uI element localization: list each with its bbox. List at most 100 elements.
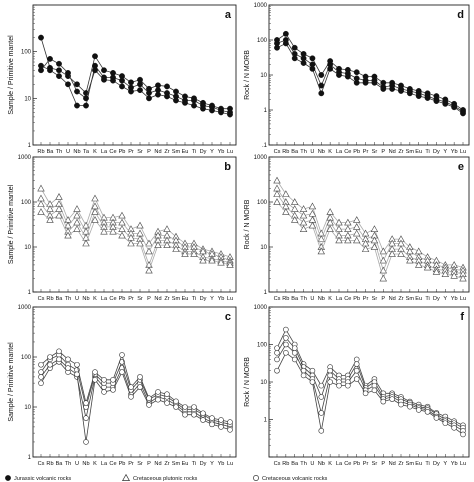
x-tick-label: P (381, 461, 385, 467)
data-point (119, 352, 125, 358)
data-point (38, 34, 44, 41)
x-tick-label: Rb (46, 296, 53, 302)
data-point (218, 424, 224, 430)
panel-label: e (458, 161, 464, 173)
x-tick-label: Ti (425, 461, 429, 467)
data-point (353, 361, 360, 367)
x-tick-label: Ti (192, 461, 196, 467)
data-point (37, 208, 45, 215)
data-point (47, 354, 53, 360)
plot-frame (268, 156, 470, 293)
data-point (398, 401, 404, 408)
data-point (283, 335, 289, 341)
data-point (118, 218, 126, 226)
data-point (442, 100, 449, 107)
data-point (451, 104, 458, 111)
x-tick-label: La (336, 461, 343, 467)
x-tick-label: Pr (363, 296, 369, 302)
data-point (353, 367, 360, 374)
data-point (164, 93, 170, 100)
data-point (309, 367, 316, 374)
data-point (145, 239, 153, 247)
x-tick-label: K (93, 461, 97, 467)
data-point (317, 235, 325, 242)
panel-label: f (460, 311, 464, 323)
data-point (318, 410, 325, 416)
x-tick-label: Nd (154, 149, 161, 155)
legend-label-cretaceous-plutonic: Cretaceous plutonic rocks (133, 476, 198, 482)
x-tick-label: Sr (372, 296, 378, 302)
x-tick-label: Ce (344, 296, 351, 302)
data-point (406, 256, 414, 264)
x-tick-label: Y (443, 461, 447, 467)
data-point (47, 67, 53, 74)
data-point (47, 361, 53, 368)
data-point (327, 379, 333, 385)
data-point (191, 102, 197, 109)
y-axis-label: Rock / N MORB (244, 199, 251, 249)
data-point (119, 369, 125, 375)
x-tick-label: Dy (433, 461, 440, 467)
data-point (73, 211, 81, 219)
data-point (353, 236, 361, 244)
series-line (276, 337, 464, 429)
data-point (145, 266, 153, 274)
y-tick-label: 10 (260, 73, 267, 79)
data-point (65, 70, 71, 76)
x-tick-label: Sm (406, 461, 415, 467)
data-point (371, 79, 378, 86)
x-tick-label: Lu (227, 296, 233, 302)
x-tick-label: Sm (172, 461, 181, 467)
data-point (291, 198, 299, 205)
plot-frame (268, 306, 470, 458)
x-tick-label: Th (65, 461, 72, 467)
y-axis-label: Sample / Primitive mantel (8, 184, 15, 264)
data-point (318, 90, 325, 97)
x-tick-label: Ba (47, 149, 55, 155)
series-line (40, 188, 231, 258)
data-point (460, 110, 466, 117)
data-point (173, 88, 179, 95)
series-line (40, 361, 231, 428)
x-tick-label: K (328, 461, 332, 467)
x-tick-label: Th (300, 296, 307, 302)
panel-label: c (225, 311, 231, 323)
x-tick-label: Dy (433, 296, 440, 302)
x-tick-label: Pr (128, 461, 134, 467)
x-tick-label: Th (300, 461, 307, 467)
y-tick-label: 10 (260, 245, 267, 251)
x-tick-label: Nb (82, 296, 89, 302)
x-tick-label: U (75, 296, 79, 302)
x-tick-label: La (101, 461, 108, 467)
data-point (227, 426, 233, 433)
data-point (200, 105, 206, 112)
data-point (379, 256, 387, 264)
data-point (173, 97, 179, 104)
series-line (276, 39, 464, 112)
data-point (327, 65, 334, 72)
data-point (56, 60, 62, 67)
data-point (415, 407, 422, 413)
y-tick-label: 1000 (254, 155, 268, 161)
data-point (110, 376, 116, 383)
x-tick-label: P (147, 296, 151, 302)
x-tick-label: Ta (83, 149, 90, 155)
data-point (344, 225, 352, 232)
data-point (136, 221, 144, 229)
data-point (370, 243, 379, 250)
x-tick-label: Eu (415, 296, 422, 302)
data-point (273, 190, 281, 197)
y-axis-label: Sample / Primitive mantel (8, 342, 15, 422)
data-point (74, 102, 80, 109)
legend-label-cretaceous-volcanic: Cretaceous volcanic rocks (262, 476, 327, 482)
x-tick-label: Zr (164, 461, 169, 467)
data-point (73, 205, 81, 212)
data-point (56, 356, 62, 363)
data-point (37, 194, 45, 202)
data-point (137, 374, 143, 380)
x-tick-label: Rb (37, 149, 44, 155)
x-tick-label: Nd (389, 296, 396, 302)
data-point (291, 205, 299, 212)
x-tick-label: Zr (164, 296, 169, 302)
data-point (362, 390, 369, 397)
